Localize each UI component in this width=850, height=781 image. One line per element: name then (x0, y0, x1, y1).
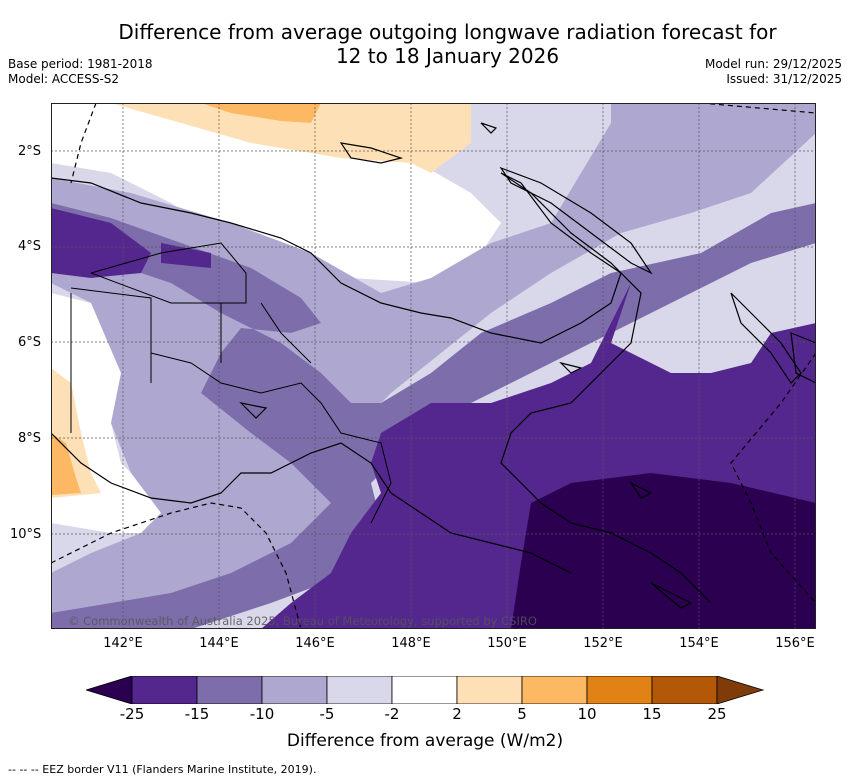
colorbar-swatch (651, 676, 718, 704)
colorbar-tick-label: -15 (184, 705, 210, 723)
eez-footer-note: -- -- -- EEZ border V11 (Flanders Marine… (8, 763, 317, 776)
lat-label-4s: 4°S (18, 239, 42, 254)
colorbar-extend-high (716, 676, 765, 704)
colorbar-swatch (391, 676, 458, 704)
colorbar-tick-label: -10 (249, 705, 275, 723)
title-line-1: Difference from average outgoing longwav… (118, 20, 777, 44)
lat-label-10s: 10°S (10, 527, 42, 542)
lon-label-142e: 142°E (103, 636, 143, 651)
colorbar-extend-low (86, 676, 133, 704)
meta-left: Base period: 1981-2018 Model: ACCESS-S2 (8, 57, 153, 87)
region-plus2-to-plus5-north (111, 103, 471, 173)
colorbar-swatch (131, 676, 198, 704)
anomaly-map (51, 103, 816, 629)
region-minus25-to-minus15-pocket (161, 243, 211, 268)
coastlines (51, 122, 816, 609)
colorbar-tick-label: 5 (517, 705, 527, 723)
issued-date: Issued: 31/12/2025 (726, 72, 842, 86)
region-minus10-to-minus5 (51, 103, 816, 629)
eez-borders (51, 103, 816, 629)
colorbar-tick-label: -2 (384, 705, 400, 723)
title-line-2: 12 to 18 January 2026 (335, 44, 560, 68)
region-plus5-to-plus10-north (201, 103, 321, 123)
region-near-zero (51, 103, 501, 283)
colorbar-swatch (521, 676, 588, 704)
region-minus25-to-minus15 (51, 208, 151, 278)
lon-label-144e: 144°E (199, 636, 239, 651)
colorbar-tick-label: 2 (452, 705, 462, 723)
lat-label-2s: 2°S (18, 144, 42, 159)
model-name: Model: ACCESS-S2 (8, 72, 120, 86)
colorbar-tick-label: 10 (577, 705, 597, 723)
colorbar-swatch (326, 676, 393, 704)
chart-title: Difference from average outgoing longwav… (0, 20, 850, 68)
lon-label-156e: 156°E (775, 636, 815, 651)
province-boundaries (70, 242, 392, 524)
region-plus5-to-plus10-west (51, 433, 81, 495)
colorbar (86, 676, 765, 704)
colorbar-swatch (586, 676, 653, 704)
lat-label-8s: 8°S (18, 431, 42, 446)
lon-label-146e: 146°E (295, 636, 335, 651)
colorbar-tick-label: 15 (642, 705, 662, 723)
colorbar-tick-label: -25 (119, 705, 145, 723)
copyright-notice: © Commonwealth of Australia 2025, Bureau… (68, 614, 537, 628)
meta-right: Model run: 29/12/2025 Issued: 31/12/2025 (705, 57, 842, 87)
colorbar-swatch (196, 676, 263, 704)
colorbar-tick-label: -5 (319, 705, 335, 723)
colorbar-tick-label: 25 (707, 705, 727, 723)
colorbar-swatches (86, 676, 765, 704)
colorbar-label: Difference from average (W/m2) (286, 731, 564, 751)
lon-label-154e: 154°E (679, 636, 719, 651)
colorbar-swatch (261, 676, 328, 704)
gridlines (51, 103, 816, 629)
colorbar-swatch (456, 676, 523, 704)
region-below-minus25 (511, 473, 816, 629)
lat-label-6s: 6°S (18, 335, 42, 350)
lon-label-148e: 148°E (391, 636, 431, 651)
base-period: Base period: 1981-2018 (8, 57, 153, 71)
lon-label-150e: 150°E (487, 636, 527, 651)
model-run: Model run: 29/12/2025 (704, 57, 842, 71)
lon-label-152e: 152°E (583, 636, 623, 651)
